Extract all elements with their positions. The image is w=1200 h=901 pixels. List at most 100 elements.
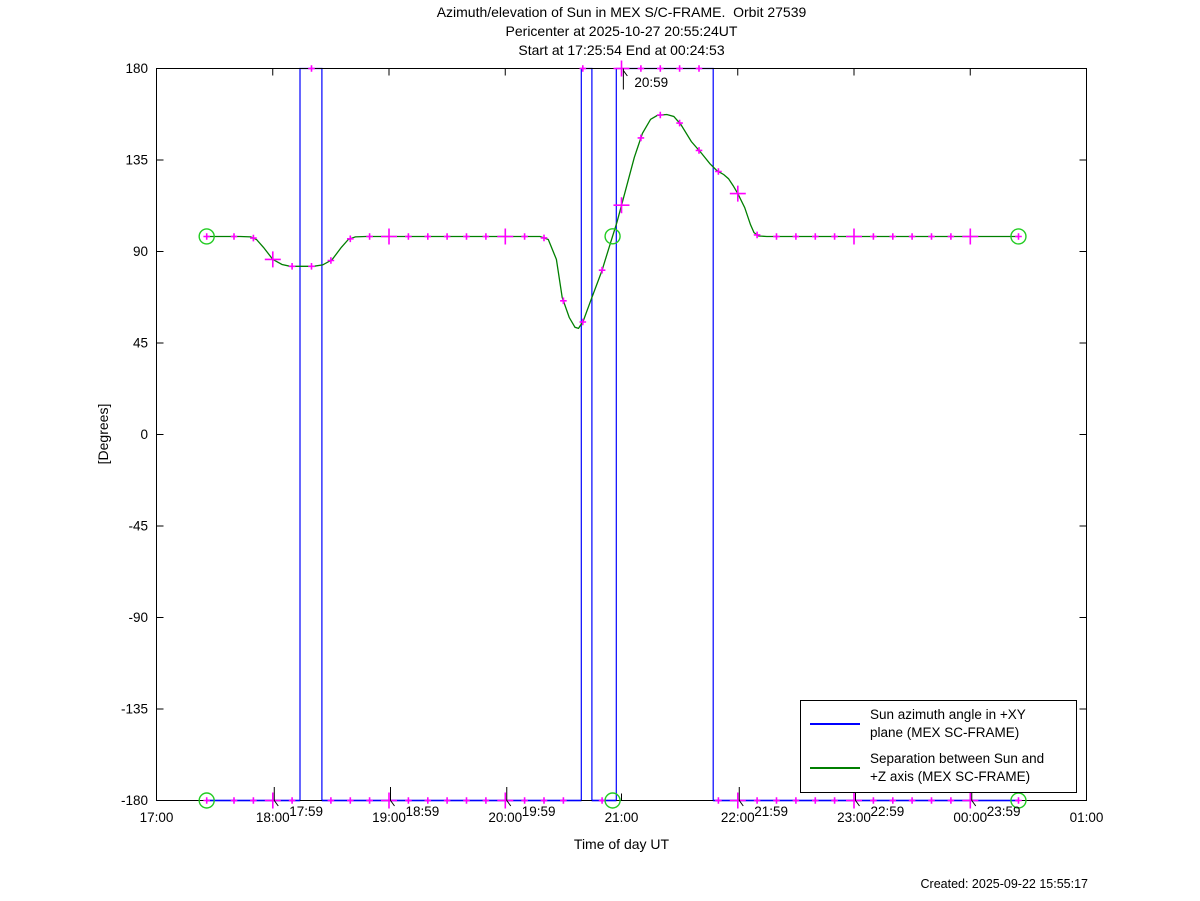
time-annotation-arrowhead: [855, 800, 860, 807]
created-timestamp: Created: 2025-09-22 15:55:17: [920, 877, 1089, 891]
x-tick-label: 22:00: [721, 810, 755, 825]
chart-title: Azimuth/elevation of Sun in MEX S/C-FRAM…: [436, 4, 807, 20]
y-tick-label: 135: [125, 153, 148, 168]
time-annotation-arrowhead: [738, 800, 744, 807]
time-marker-azimuth: [405, 797, 412, 804]
legend-line-sample-separation: [810, 767, 860, 769]
time-marker-azimuth: [560, 797, 567, 804]
time-marker-separation: [695, 147, 703, 154]
hour-marker-separation: [497, 228, 514, 245]
endpoint-plus-separation: [203, 233, 210, 240]
x-tick-label: 19:00: [372, 810, 406, 825]
endpoint-plus-azimuth: [1015, 797, 1022, 804]
time-marker-separation: [715, 168, 722, 175]
time-marker-azimuth: [540, 797, 548, 804]
y-tick-label: -135: [121, 702, 148, 717]
time-marker-azimuth: [521, 797, 528, 804]
hour-marker-separation: [846, 228, 862, 245]
annotation-label: 21:59: [754, 804, 788, 819]
time-marker-separation: [560, 297, 567, 305]
time-marker-azimuth: [579, 65, 587, 72]
y-tick-label: 180: [125, 61, 148, 76]
time-marker-separation: [482, 233, 490, 240]
hour-marker-azimuth: [729, 792, 746, 809]
y-axis-label: [Degrees]: [95, 403, 111, 465]
time-marker-separation: [405, 233, 412, 240]
x-tick-label: 20:00: [488, 810, 522, 825]
time-marker-separation: [463, 233, 470, 240]
x-tick-label: 17:00: [140, 810, 174, 825]
y-tick-label: 90: [133, 244, 148, 259]
y-tick-label: -180: [121, 793, 148, 808]
legend-label-azimuth-line2: plane (MEX SC-FRAME): [870, 725, 1020, 740]
time-marker-separation: [928, 233, 935, 240]
time-marker-separation: [812, 233, 819, 240]
chart-subtitle-startend: Start at 17:25:54 End at 00:24:53: [518, 42, 725, 58]
legend-box: Sun azimuth angle in +XY plane (MEX SC-F…: [800, 700, 1077, 793]
annotation-label: 20:59: [634, 75, 668, 90]
time-marker-azimuth: [657, 65, 664, 72]
time-marker-azimuth: [812, 797, 819, 804]
time-marker-separation: [947, 233, 955, 240]
time-marker-separation: [889, 233, 897, 240]
hour-marker-separation: [729, 185, 746, 202]
x-tick-label: 01:00: [1070, 810, 1104, 825]
time-marker-separation: [637, 134, 645, 142]
hour-marker-azimuth: [497, 792, 514, 809]
time-marker-azimuth: [928, 797, 935, 804]
end-circle-azimuth: [1010, 792, 1027, 809]
time-marker-azimuth: [308, 65, 315, 72]
time-marker-separation: [521, 233, 528, 240]
time-marker-separation: [657, 111, 664, 119]
legend-label-azimuth-line1: Sun azimuth angle in +XY: [870, 707, 1026, 722]
time-marker-separation: [870, 233, 877, 240]
time-marker-azimuth: [366, 797, 373, 804]
time-marker-separation: [327, 257, 335, 264]
time-marker-azimuth: [347, 797, 354, 804]
time-marker-azimuth: [870, 797, 877, 804]
x-tick-label: 00:00: [953, 810, 987, 825]
time-marker-separation: [540, 234, 548, 242]
time-marker-azimuth: [327, 797, 335, 804]
time-marker-azimuth: [482, 797, 490, 804]
hour-marker-separation: [381, 228, 397, 245]
time-marker-azimuth: [637, 65, 645, 72]
y-tick-label: 45: [133, 336, 148, 351]
time-marker-separation: [908, 233, 916, 240]
annotation-label: 17:59: [289, 804, 323, 819]
y-tick-label: -90: [128, 610, 148, 625]
time-marker-azimuth: [773, 797, 780, 804]
annotation-label: 22:59: [871, 804, 905, 819]
time-marker-azimuth: [463, 797, 470, 804]
x-tick-label: 21:00: [605, 810, 639, 825]
time-annotation-arrowhead: [622, 70, 628, 77]
end-circle-separation: [1010, 228, 1027, 245]
plot-frame: [156, 68, 1087, 801]
time-annotation-arrowhead: [390, 800, 395, 807]
time-marker-separation: [443, 233, 451, 240]
hour-marker-azimuth: [264, 792, 281, 809]
annotation-label: 18:59: [406, 804, 440, 819]
time-marker-azimuth: [908, 797, 916, 804]
chart-subtitle-pericenter: Pericenter at 2025-10-27 20:55:24UT: [505, 23, 738, 39]
annotation-label: 23:59: [987, 804, 1021, 819]
time-marker-separation: [366, 233, 373, 240]
legend-line-sample-azimuth: [810, 723, 860, 725]
time-marker-separation: [347, 235, 354, 243]
time-marker-separation: [230, 233, 238, 240]
time-marker-azimuth: [443, 797, 451, 804]
time-annotation-arrowhead: [971, 800, 977, 807]
legend-label-separation-line2: +Z axis (MEX SC-FRAME): [870, 769, 1031, 784]
time-marker-azimuth: [753, 797, 761, 804]
hour-marker-azimuth: [613, 60, 630, 77]
time-marker-azimuth: [792, 797, 800, 804]
time-marker-azimuth: [947, 797, 955, 804]
time-marker-azimuth: [695, 65, 703, 72]
time-marker-separation: [288, 263, 296, 270]
legend-label-separation-line1: Separation between Sun and: [870, 751, 1045, 766]
hour-marker-azimuth: [846, 792, 862, 809]
x-axis-label: Time of day UT: [573, 836, 670, 852]
time-marker-azimuth: [715, 797, 722, 804]
time-annotation-arrowhead: [506, 800, 512, 807]
